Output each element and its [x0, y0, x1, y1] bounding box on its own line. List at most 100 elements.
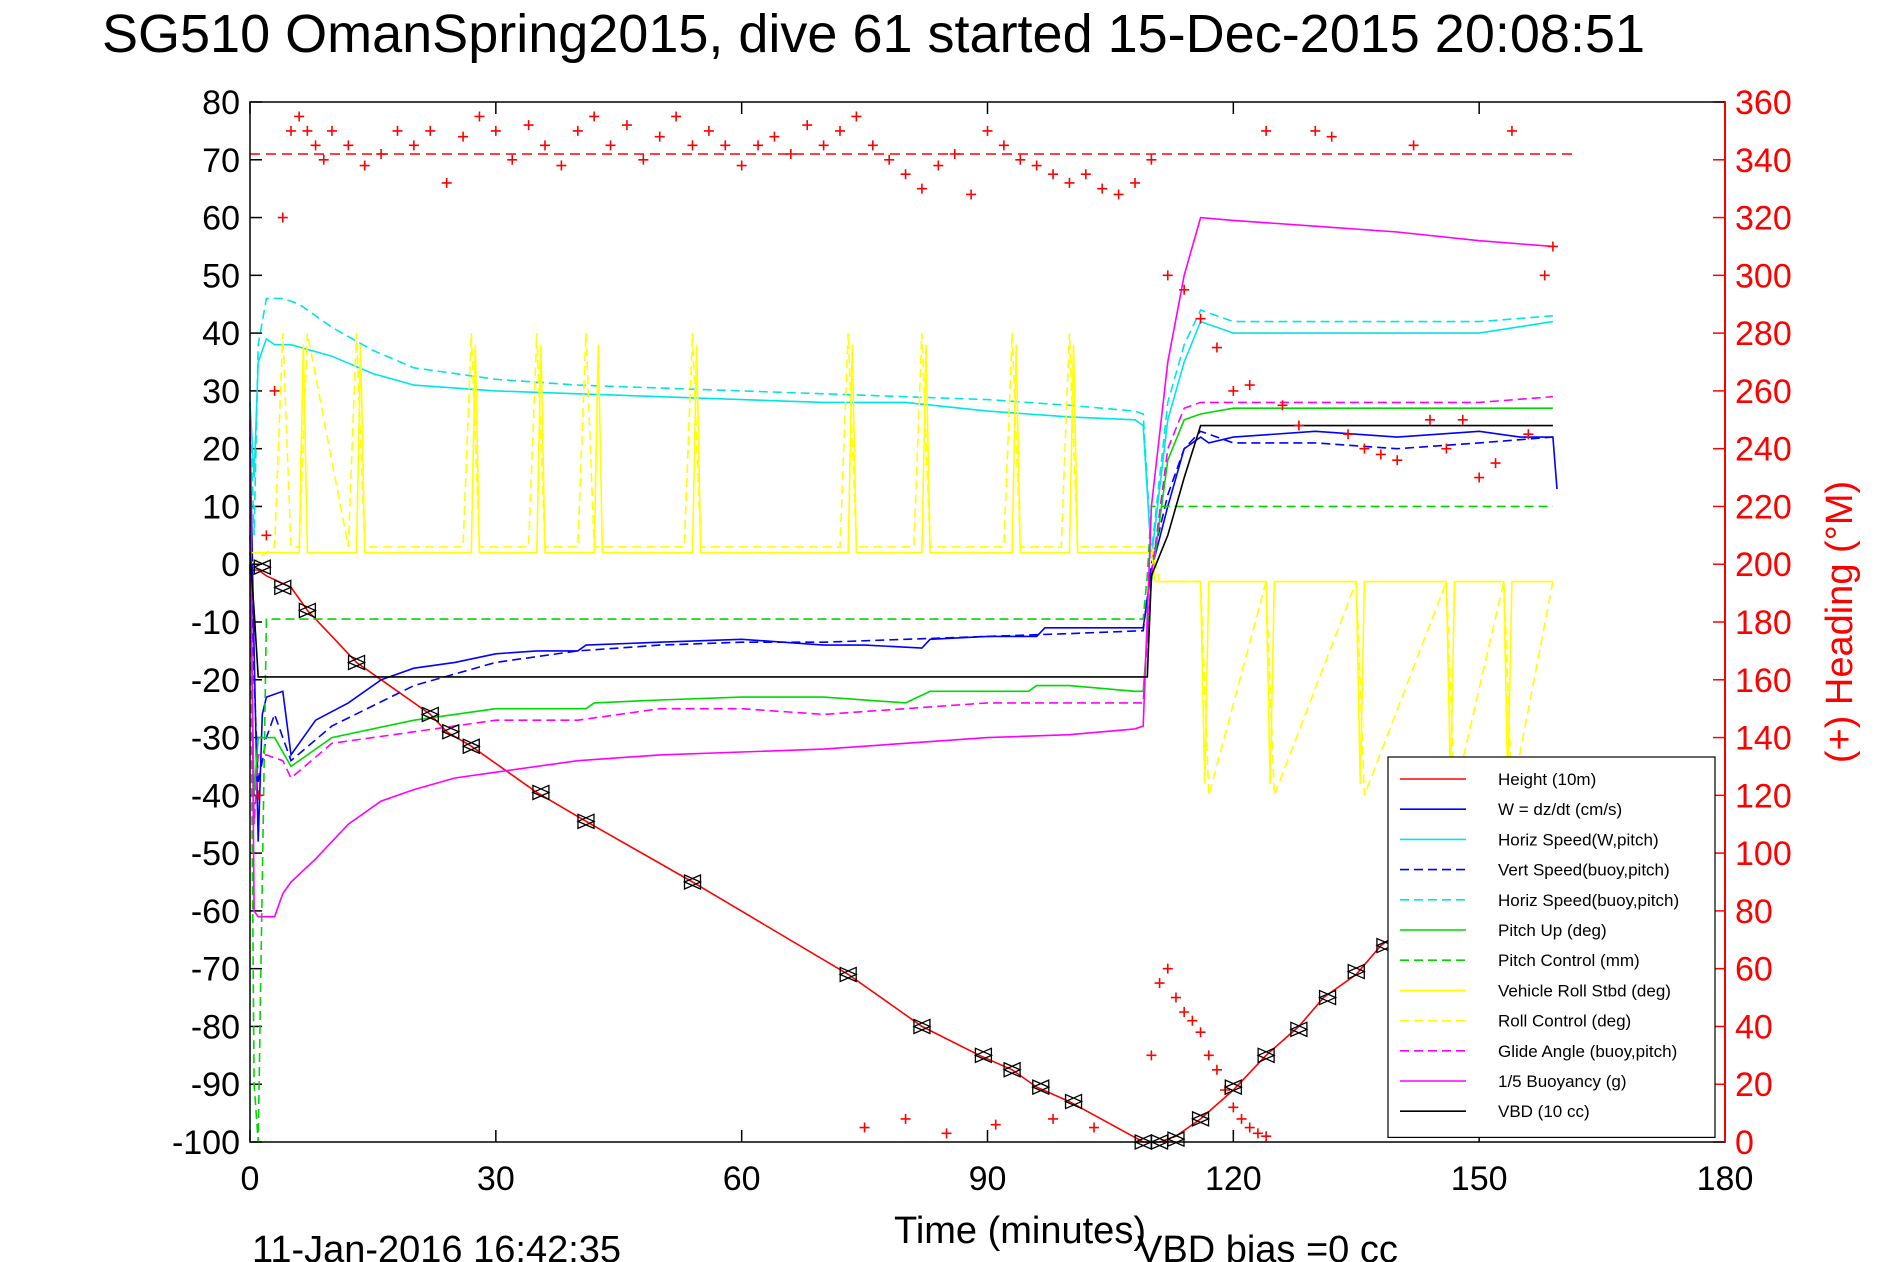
heading-point: [1048, 1113, 1059, 1124]
heading-point: [1162, 963, 1173, 974]
heading-point: [1179, 284, 1190, 295]
heading-point: [916, 183, 927, 194]
series-line-0: [250, 569, 1554, 1143]
y-tick-label: -70: [191, 951, 240, 989]
y-tick-label: 10: [202, 488, 240, 526]
heading-point: [1457, 414, 1468, 425]
legend-entry: Horiz Speed(buoy,pitch): [1498, 891, 1679, 910]
y2-tick-label: 0: [1735, 1124, 1754, 1162]
series-line-7: [250, 344, 1553, 784]
heading-point: [1228, 1102, 1239, 1113]
heading-point: [769, 131, 780, 142]
heading-point: [966, 189, 977, 200]
legend-entry: Vehicle Roll Stbd (deg): [1498, 981, 1671, 1000]
x-tick-label: 150: [1451, 1160, 1508, 1198]
x-tick-label: 60: [723, 1160, 761, 1198]
heading-point: [1187, 1015, 1198, 1026]
heading-point: [1326, 131, 1337, 142]
y2-tick-label: 340: [1735, 142, 1792, 180]
heading-point: [990, 1119, 1001, 1130]
heading-point: [884, 154, 895, 165]
heading-point: [1048, 169, 1059, 180]
legend-entry: Horiz Speed(W,pitch): [1498, 830, 1659, 849]
y2-tick-label: 100: [1735, 835, 1792, 873]
legend-entry: 1/5 Buoyancy (g): [1498, 1072, 1627, 1091]
x-tick-label: 120: [1205, 1160, 1262, 1198]
heading-point: [318, 154, 329, 165]
heading-point: [720, 140, 731, 151]
heading-point: [1310, 125, 1321, 136]
heading-point: [285, 125, 296, 136]
heading-point: [261, 530, 272, 541]
y-tick-label: 0: [221, 546, 240, 584]
legend-entry: Pitch Control (mm): [1498, 951, 1640, 970]
heading-point: [425, 125, 436, 136]
heading-point: [1195, 313, 1206, 324]
heading-point: [949, 149, 960, 159]
heading-point: [1408, 140, 1419, 151]
heading-point: [540, 140, 550, 151]
heading-point: [1080, 169, 1091, 180]
legend-entry: Glide Angle (buoy,pitch): [1498, 1042, 1677, 1061]
y2-tick-label: 120: [1735, 777, 1792, 815]
x-tick-label: 30: [477, 1160, 515, 1198]
heading-point: [277, 212, 288, 223]
profile-marker: [973, 1047, 994, 1064]
heading-point: [1236, 1113, 1247, 1124]
series-line-2: [249, 320, 1554, 559]
profile-marker: [1002, 1061, 1022, 1078]
series-line-8: [249, 332, 1554, 796]
y2-tick-label: 200: [1735, 546, 1792, 584]
y-tick-label: 40: [202, 315, 240, 353]
y2-tick-label: 260: [1735, 373, 1792, 411]
heading-point: [359, 160, 370, 171]
heading-point: [1228, 385, 1239, 396]
heading-point: [302, 125, 313, 136]
heading-point: [490, 125, 501, 136]
profile-marker: [441, 723, 461, 740]
y-tick-label: -100: [172, 1124, 240, 1162]
y2-tick-label: 160: [1735, 662, 1792, 700]
profile-marker: [1289, 1021, 1309, 1038]
heading-point: [269, 385, 280, 396]
y2-tick-label: 20: [1735, 1066, 1773, 1104]
heading-point: [1170, 992, 1181, 1003]
heading-point: [1211, 342, 1222, 353]
heading-point: [1252, 1128, 1263, 1139]
series-line-4: [249, 297, 1553, 553]
heading-point: [1392, 455, 1403, 466]
heading-point: [326, 125, 337, 136]
profile-marker: [576, 813, 596, 830]
heading-point: [933, 160, 944, 171]
heading-point: [523, 120, 534, 131]
heading-point: [1064, 177, 1075, 188]
heading-point: [818, 140, 829, 151]
profile-marker: [1346, 963, 1366, 980]
series-line-11: [249, 424, 1553, 678]
heading-point: [1359, 443, 1370, 454]
heading-point: [1195, 1027, 1206, 1038]
series-line-3: [249, 430, 1553, 784]
y2-tick-label: 240: [1735, 431, 1792, 469]
profile-marker: [273, 579, 293, 596]
y-tick-label: -90: [191, 1066, 240, 1104]
heading-point: [867, 140, 878, 151]
legend-entry: VBD (10 cc): [1498, 1102, 1590, 1121]
heading-point: [1097, 183, 1108, 194]
heading-point: [1146, 154, 1157, 165]
profile-marker: [252, 559, 272, 576]
heading-point: [900, 169, 911, 180]
heading-point: [1089, 1122, 1100, 1133]
y-tick-label: -40: [191, 777, 240, 815]
x-tick-label: 0: [241, 1160, 260, 1198]
heading-point: [1113, 189, 1124, 200]
heading-point: [441, 177, 452, 188]
heading-point: [253, 790, 264, 801]
heading-point: [859, 1122, 870, 1133]
heading-point: [1244, 1122, 1255, 1133]
y2-tick-label: 280: [1735, 315, 1792, 353]
y-tick-label: -30: [191, 720, 240, 758]
heading-point: [1179, 1007, 1190, 1017]
heading-point: [1474, 472, 1485, 483]
